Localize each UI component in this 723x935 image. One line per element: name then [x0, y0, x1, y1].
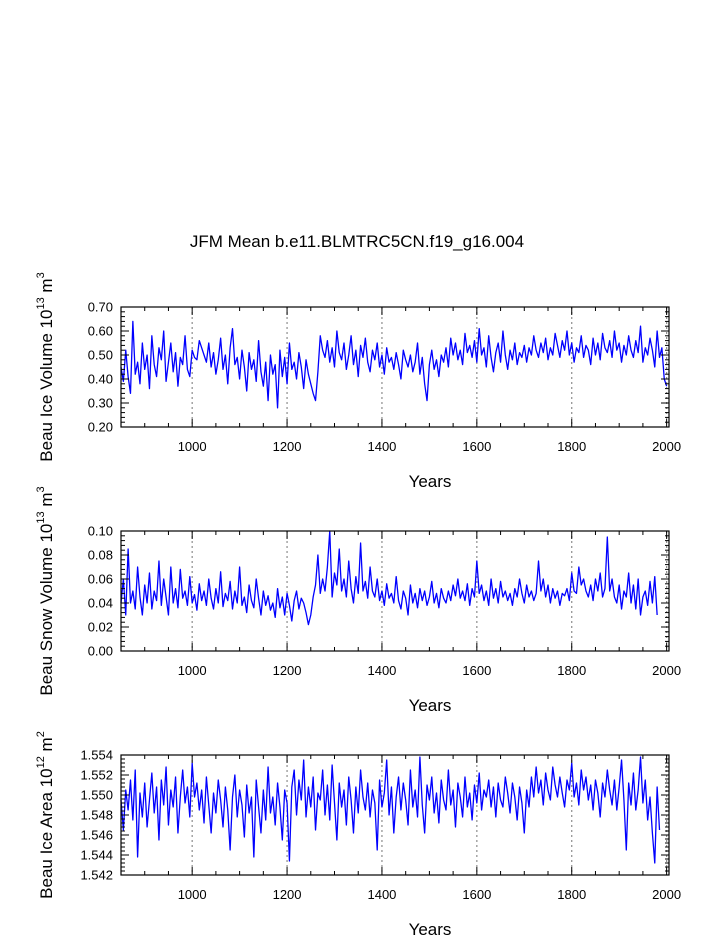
x-tick-label: 1800: [557, 439, 586, 454]
x-tick-label: 1200: [273, 439, 302, 454]
y-tick-label: 0.70: [88, 300, 113, 315]
y-axis-label-unit-exponent: 3: [35, 486, 47, 492]
x-tick-label: 2000: [652, 663, 681, 678]
y-axis-label: Beau Ice Volume 1013 m3: [35, 272, 56, 461]
x-tick-label: 1200: [273, 663, 302, 678]
y-tick-label: 0.00: [88, 644, 113, 659]
x-tick-label: 1800: [557, 663, 586, 678]
x-tick-label: 2000: [652, 887, 681, 902]
series-line: [120, 756, 661, 864]
y-axis-label-unit: m: [37, 737, 56, 756]
y-axis-label-exponent: 13: [35, 297, 47, 309]
y-tick-label: 0.50: [88, 348, 113, 363]
y-axis-label-text: Beau Ice Area 10: [37, 768, 56, 898]
x-tick-label: 1000: [178, 439, 207, 454]
y-axis-label: Beau Snow Volume 1013 m3: [35, 486, 56, 695]
y-tick-label: 1.554: [80, 748, 113, 763]
x-tick-label: 1400: [367, 439, 396, 454]
x-axis-label: Years: [409, 920, 452, 935]
y-tick-label: 0.30: [88, 396, 113, 411]
figure-title: JFM Mean b.e11.BLMTRC5CN.f19_g16.004: [190, 232, 524, 251]
x-tick-label: 1600: [462, 439, 491, 454]
x-tick-label: 1400: [367, 663, 396, 678]
series-line: [120, 530, 658, 626]
y-axis-label-text: Beau Ice Volume 10: [37, 310, 56, 462]
y-axis-label-exponent: 12: [35, 756, 47, 768]
y-tick-label: 0.04: [88, 596, 113, 611]
y-tick-label: 1.552: [80, 768, 113, 783]
x-tick-label: 2000: [652, 439, 681, 454]
x-tick-label: 1000: [178, 887, 207, 902]
panel-snow-volume: 1000 1200 1400 1600 1800 2000 0.00 0.02 0.04 0.06…: [35, 486, 681, 715]
y-tick-label: 0.06: [88, 572, 113, 587]
x-tick-label: 1600: [462, 663, 491, 678]
plot-frame: [120, 306, 670, 428]
y-axis-label-exponent: 13: [35, 511, 47, 523]
plot-frame: [120, 530, 670, 652]
y-axis-label-unit: m: [37, 492, 56, 511]
y-axis-label-unit-exponent: 3: [35, 272, 47, 278]
y-tick-label: 1.550: [80, 788, 113, 803]
y-tick-label: 0.20: [88, 420, 113, 435]
x-tick-label: 1000: [178, 663, 207, 678]
y-tick-label: 0.02: [88, 620, 113, 635]
y-tick-label: 1.542: [80, 868, 113, 883]
y-tick-label: 1.544: [80, 848, 113, 863]
y-tick-label: 0.10: [88, 524, 113, 539]
y-axis-label-text: Beau Snow Volume 10: [37, 524, 56, 696]
panel-ice-volume: 1000 1200 1400 1600 1800 2000 0.20 0.30 0.40 0.50…: [35, 272, 681, 491]
y-tick-label: 1.548: [80, 808, 113, 823]
y-tick-label: 0.08: [88, 548, 113, 563]
y-tick-label: 1.546: [80, 828, 113, 843]
y-axis-label-unit-exponent: 2: [35, 731, 47, 737]
x-tick-label: 1200: [273, 887, 302, 902]
panel-ice-area: 1000 1200 1400 1600 1800 2000 1.542 1.544 1.546 1…: [35, 731, 681, 935]
series-line: [120, 320, 668, 409]
y-axis-label-unit: m: [37, 278, 56, 297]
y-tick-label: 0.60: [88, 324, 113, 339]
x-tick-label: 1600: [462, 887, 491, 902]
x-tick-label: 1400: [367, 887, 396, 902]
y-axis-label: Beau Ice Area 1012 m2: [35, 731, 56, 899]
x-axis-label: Years: [409, 696, 452, 715]
x-axis-label: Years: [409, 472, 452, 491]
y-tick-label: 0.40: [88, 372, 113, 387]
x-tick-label: 1800: [557, 887, 586, 902]
